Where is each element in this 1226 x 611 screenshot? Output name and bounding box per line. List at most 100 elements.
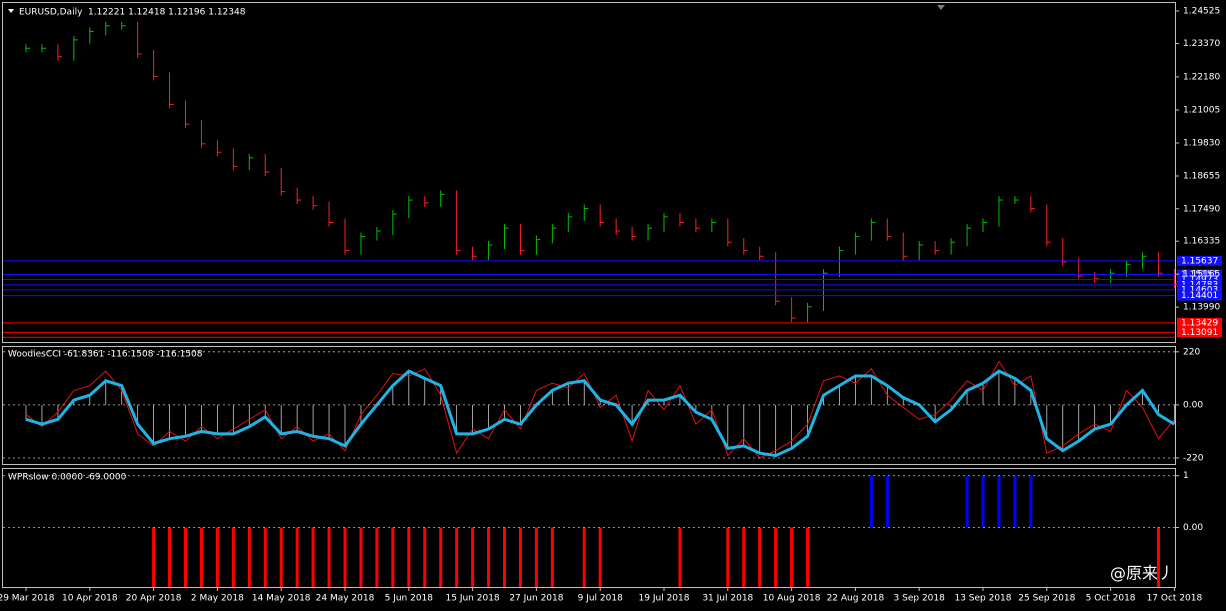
x-tick-label: 3 Sep 2018	[894, 594, 946, 604]
wpr-bar	[375, 527, 379, 587]
y-tick-label: 1.21005	[1183, 105, 1220, 115]
cci-pane	[2, 346, 1176, 465]
x-tick-label: 10 Aug 2018	[763, 594, 821, 604]
y-tick-label: 1.24525	[1183, 7, 1220, 17]
ohlc-values: 1.12221 1.12418 1.12196 1.12348	[88, 8, 246, 18]
x-tick-label: 10 Apr 2018	[62, 594, 118, 604]
y-tick-label: 1.17490	[1183, 204, 1220, 214]
wpr-bar	[774, 527, 778, 587]
wpr-bar	[965, 475, 969, 528]
x-tick-label: 9 Jul 2018	[578, 594, 623, 604]
wpr-bar	[455, 527, 459, 587]
x-tick-label: 20 Apr 2018	[126, 594, 182, 604]
x-tick-label: 29 Mar 2018	[0, 594, 55, 604]
wpr-bar	[1029, 475, 1033, 528]
wpr-pane	[2, 468, 1176, 588]
wpr-bar	[981, 475, 985, 528]
y-tick-label: 1	[1183, 471, 1189, 481]
x-tick-label: 14 May 2018	[252, 594, 311, 604]
y-tick-label: 220	[1183, 347, 1200, 357]
wpr-bar	[598, 527, 602, 587]
x-tick-label: 24 May 2018	[316, 594, 375, 604]
price-pane	[2, 2, 1176, 343]
level-label: 1.13429	[1181, 318, 1218, 328]
wpr-title: WPRslow 0.0000 -69.0000	[8, 473, 127, 483]
y-tick-label: 0.00	[1183, 400, 1203, 410]
symbol-title: EURUSD,Daily	[19, 8, 83, 18]
wpr-bar	[407, 527, 411, 587]
wpr-bar	[487, 527, 491, 587]
wpr-bar	[327, 527, 331, 587]
cci-line	[25, 369, 1176, 458]
x-tick-label: 25 Sep 2018	[1018, 594, 1075, 604]
level-label: 1.14603	[1181, 285, 1218, 295]
wpr-bar	[391, 527, 395, 587]
wpr-bar	[215, 527, 219, 587]
wpr-bar	[279, 527, 283, 587]
wpr-bar	[790, 527, 794, 587]
y-tick-label: 1.23370	[1183, 39, 1220, 49]
x-tick-label: 19 Jul 2018	[639, 594, 690, 604]
wpr-bar	[742, 527, 746, 587]
wpr-bar	[869, 475, 873, 528]
wpr-bar	[471, 527, 475, 587]
wpr-bar	[231, 527, 235, 587]
wpr-bar	[997, 475, 1001, 528]
wpr-bar	[152, 527, 156, 587]
level-label: 1.15637	[1181, 256, 1218, 266]
wpr-bar	[518, 527, 522, 587]
wpr-bar	[1156, 527, 1160, 587]
level-box	[1177, 269, 1222, 280]
x-tick-label: 5 Oct 2018	[1086, 594, 1136, 604]
x-tick-label: 15 Jun 2018	[446, 594, 500, 604]
wpr-bar	[311, 527, 315, 587]
wpr-bar	[168, 527, 172, 587]
y-tick-label: 1.15165	[1183, 270, 1220, 280]
wpr-bar	[678, 527, 682, 587]
menu-arrow[interactable]	[8, 9, 14, 13]
level-label: 1.13091	[1181, 328, 1218, 338]
wpr-bar	[423, 527, 427, 587]
level-box	[1177, 255, 1222, 266]
y-tick-label: -220	[1183, 453, 1204, 463]
wpr-bar	[534, 527, 538, 587]
cci-line	[25, 360, 1175, 459]
level-box	[1177, 274, 1222, 285]
x-tick-label: 17 Oct 2018	[1147, 594, 1203, 604]
level-box	[1177, 290, 1222, 301]
wpr-bar	[806, 527, 810, 587]
level-box	[1177, 327, 1222, 338]
wpr-bar	[503, 527, 506, 587]
y-tick-label: 1.16335	[1183, 237, 1220, 247]
y-tick-label: 1.22180	[1183, 72, 1220, 82]
wpr-bar	[184, 527, 187, 587]
watermark: @原来丿	[1110, 564, 1174, 583]
wpr-bar	[726, 527, 730, 587]
y-tick-label: 0.00	[1183, 523, 1203, 533]
x-tick-label: 2 May 2018	[191, 594, 244, 604]
x-tick-label: 31 Jul 2018	[702, 594, 753, 604]
y-tick-label: 1.18655	[1183, 172, 1220, 182]
x-tick-label: 5 Jun 2018	[385, 594, 434, 604]
y-tick-label: 1.13990	[1183, 303, 1220, 313]
wpr-bar	[758, 527, 762, 587]
level-label: 1.14401	[1181, 291, 1218, 301]
wpr-bar	[439, 527, 443, 587]
wpr-bar	[550, 527, 554, 587]
wpr-bar	[582, 527, 586, 587]
y-tick-label: 1.19830	[1183, 138, 1220, 148]
level-box	[1177, 317, 1222, 328]
wpr-bar	[199, 527, 203, 587]
level-box	[1177, 279, 1222, 290]
x-tick-label: 27 Jun 2018	[509, 594, 563, 604]
x-tick-label: 13 Sep 2018	[954, 594, 1011, 604]
level-box	[1177, 284, 1222, 295]
wpr-bar	[1013, 475, 1017, 528]
wpr-bar	[359, 527, 363, 587]
wpr-bar	[295, 527, 299, 587]
shift-marker	[937, 5, 945, 10]
wpr-bar	[263, 527, 267, 587]
wpr-bar	[247, 527, 251, 587]
